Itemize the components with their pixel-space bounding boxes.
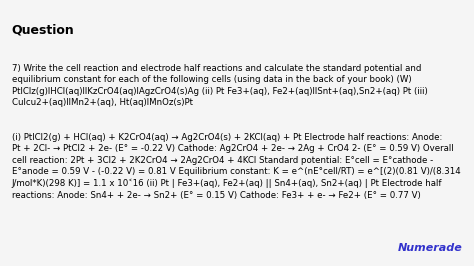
Text: Question: Question <box>12 24 74 37</box>
Text: Numerade: Numerade <box>397 243 462 253</box>
Text: (i) PtlCl2(g) + HCl(aq) + K2CrO4(aq) → Ag2CrO4(s) + 2KCl(aq) + Pt Electrode half: (i) PtlCl2(g) + HCl(aq) + K2CrO4(aq) → A… <box>12 133 461 200</box>
Text: 7) Write the cell reaction and electrode half reactions and calculate the standa: 7) Write the cell reaction and electrode… <box>12 64 428 107</box>
